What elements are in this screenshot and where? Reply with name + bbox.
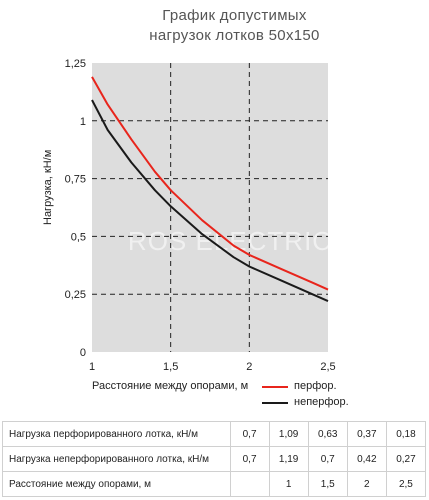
table-cell: 0,7 bbox=[307, 446, 348, 472]
load-chart: ROS ELECTRIC 0 0,25 0,5 0,75 1 1,25 1 1,5 2 2,5 bbox=[65, 58, 336, 373]
table-cell: 1,5 bbox=[307, 471, 348, 497]
x-tick-label: 2 bbox=[246, 361, 252, 373]
legend-line-perforated bbox=[262, 386, 288, 388]
table-cell: 0,37 bbox=[346, 421, 387, 447]
table-row: Нагрузка перфорированного лотка, кН/м 0,… bbox=[2, 421, 427, 447]
row-label: Расстояние между опорами, м bbox=[2, 471, 231, 497]
series-line-perforated bbox=[91, 76, 329, 291]
chart-title-line-1: График допустимых bbox=[162, 7, 307, 24]
legend-label-nonperforated: неперфор. bbox=[294, 396, 349, 408]
x-tick-label: 1 bbox=[89, 361, 95, 373]
table-cell: 2 bbox=[346, 471, 387, 497]
table-cell: 0,18 bbox=[385, 421, 427, 447]
table-cell: 1,09 bbox=[268, 421, 309, 447]
y-tick-label: 0 bbox=[80, 347, 86, 359]
table-cell: 0,63 bbox=[307, 421, 348, 447]
y-tick-label: 0,75 bbox=[65, 174, 86, 186]
table-cell: 1,19 bbox=[268, 446, 309, 472]
table-cell: 0,7 bbox=[229, 421, 270, 447]
x-tick-label: 1,5 bbox=[163, 361, 178, 373]
y-tick-label: 1 bbox=[80, 116, 86, 128]
table-row: Расстояние между опорами, м 1 1,5 2 2,5 bbox=[2, 471, 427, 497]
y-tick-label: 0,25 bbox=[65, 289, 86, 301]
table-cell: 0,42 bbox=[346, 446, 387, 472]
row-label: Нагрузка неперфорированного лотка, кН/м bbox=[2, 446, 231, 472]
table-cell: 2,5 bbox=[385, 471, 427, 497]
x-axis-title: Расстояние между опорами, м bbox=[92, 380, 249, 392]
series-line-nonperforated bbox=[91, 99, 329, 303]
load-table: Нагрузка перфорированного лотка, кН/м 0,… bbox=[2, 421, 427, 497]
legend-label-perforated: перфор. bbox=[294, 380, 337, 392]
table-cell: 0,27 bbox=[385, 446, 427, 472]
table-cell: 0,7 bbox=[229, 446, 270, 472]
y-axis-title: Нагрузка, кН/м bbox=[42, 149, 54, 225]
y-tick-label: 1,25 bbox=[65, 58, 86, 70]
chart-title: График допустимых нагрузок лотков 50х150 bbox=[0, 6, 429, 46]
plot-area bbox=[92, 63, 328, 352]
chart-title-line-2: нагрузок лотков 50х150 bbox=[149, 27, 320, 44]
x-tick-label: 2,5 bbox=[320, 361, 335, 373]
watermark-text: ROS ELECTRIC bbox=[128, 226, 332, 256]
table-cell bbox=[229, 471, 270, 497]
table-cell: 1 bbox=[268, 471, 309, 497]
legend-line-nonperforated bbox=[262, 402, 288, 404]
table-row: Нагрузка неперфорированного лотка, кН/м … bbox=[2, 446, 427, 472]
y-tick-label: 0,5 bbox=[71, 231, 86, 243]
row-label: Нагрузка перфорированного лотка, кН/м bbox=[2, 421, 231, 447]
